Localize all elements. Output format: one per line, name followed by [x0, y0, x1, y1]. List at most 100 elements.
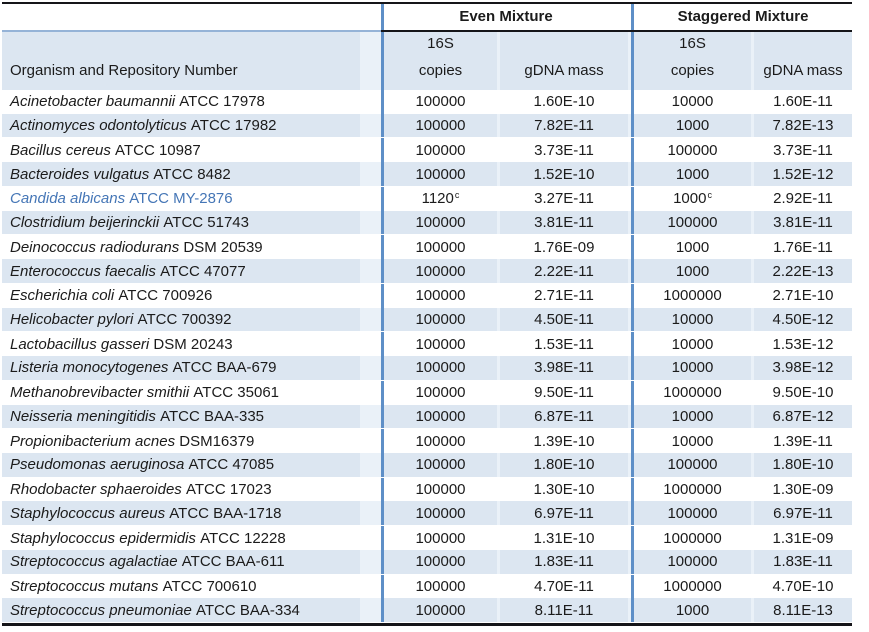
staggered-16s-copies-value: 1000000 [663, 287, 722, 305]
repository-number: ATCC BAA-611 [177, 553, 285, 571]
organism-cell: Rhodobacter sphaeroides ATCC 17023 [2, 478, 360, 502]
column-gap [360, 210, 381, 235]
even-16s-copies-value: 100000 [415, 141, 466, 159]
even-16s-copies-value: 100000 [415, 93, 466, 111]
organism-cell: Methanobrevibacter smithii ATCC 35061 [2, 381, 360, 405]
repository-number: DSM 20539 [179, 238, 263, 256]
staggered-gdna-mass-value: 2.92E-11 [773, 190, 833, 208]
staggered-16s-copies-value: 1000000 [663, 384, 722, 402]
table-row: Deinococcus radiodurans DSM 20539 100000… [2, 235, 852, 260]
even-gdna-mass-value: 2.71E-11 [534, 287, 594, 305]
even-gdna-mass-value: 1.83E-11 [500, 549, 628, 574]
staggered-gdna-mass-value: 2.22E-13 [754, 259, 852, 283]
table-row: Lactobacillus gasseri DSM 20243 100000 1… [2, 332, 852, 357]
organism-name: Streptococcus pneumoniae [10, 601, 192, 619]
section-divider-line [381, 429, 384, 454]
staggered-16s-copies-value: 10000 [671, 93, 714, 111]
staggered-gdna-mass-value: 1.53E-12 [772, 335, 834, 353]
column-gap [751, 307, 754, 332]
mixture-composition-table: Even Mixture Staggered Mixture 16S 16S [2, 2, 852, 626]
section-divider-line [631, 138, 634, 163]
column-gap [360, 501, 381, 526]
staggered-gdna-mass-value: 3.98E-12 [754, 356, 852, 380]
even-16s-copies-value: 100000 [384, 404, 497, 429]
column-gap [360, 526, 381, 550]
column-gap [751, 404, 754, 429]
organism-cell: Bacteroides vulgatus ATCC 8482 [2, 162, 360, 186]
even-16s-copies-value: 100000 [415, 238, 466, 256]
column-gap [497, 598, 500, 623]
column-gap [360, 307, 381, 332]
organism-column-header: Organism and Repository Number [2, 56, 360, 90]
organism-cell: Streptococcus mutans ATCC 700610 [2, 575, 360, 599]
repository-number: ATCC MY-2876 [125, 190, 233, 208]
repository-number: ATCC BAA-679 [168, 359, 277, 377]
column-gap [360, 284, 381, 308]
even-16s-copies-value: 100000 [415, 432, 466, 450]
section-divider-line [631, 332, 634, 357]
column-gap [360, 332, 381, 356]
organism-name: Listeria monocytogenes [10, 359, 169, 377]
repository-number: ATCC 51743 [159, 214, 249, 232]
section-divider-line [381, 501, 384, 526]
section-divider-line [381, 307, 384, 332]
section-divider-line [381, 477, 384, 502]
staggered-gdna-mass-value: 3.81E-11 [754, 210, 852, 235]
column-gap [360, 162, 381, 186]
section-divider-line [631, 501, 634, 526]
section-divider-line [381, 598, 384, 623]
table-row: Rhodobacter sphaeroides ATCC 17023 10000… [2, 477, 852, 502]
staggered-gdna-mass-value: 8.11E-13 [754, 598, 852, 623]
staggered-16s-copies-value: 1000 [634, 598, 751, 623]
column-gap [628, 259, 631, 283]
column-gap [360, 138, 381, 162]
even-16s-copies-value: 1120 c [421, 189, 460, 208]
table-row: Bacteroides vulgatus ATCC 8482 100000 1.… [2, 162, 852, 187]
section-divider-line [631, 549, 634, 574]
even-gdna-mass-value: 2.22E-11 [500, 259, 628, 283]
repository-number: ATCC 17023 [181, 481, 272, 499]
section-divider-line [631, 356, 634, 380]
even-mixture-header: Even Mixture [459, 8, 553, 25]
staggered-16s-copies-value: 1000 c [673, 189, 712, 208]
even-16s-copies-value: 100000 [415, 578, 466, 596]
column-gap [628, 356, 631, 380]
column-gap [497, 453, 500, 477]
table-row: Propionibacterium acnes DSM16379 100000 … [2, 429, 852, 454]
staggered-16s-copies-value: 1000 [634, 113, 751, 138]
section-divider-line [381, 259, 384, 283]
organism-name: Actinomyces odontolyticus [10, 117, 187, 135]
organism-cell: Neisseria meningitidis ATCC BAA-335 [2, 404, 360, 429]
even-16s-copies-value: 100000 [415, 335, 466, 353]
organism-name: Clostridium beijerinckii [10, 214, 160, 232]
repository-number: ATCC 12228 [195, 529, 286, 547]
column-gap [360, 356, 381, 380]
even-gdna-mass-value: 3.98E-11 [500, 356, 628, 380]
table-row: Bacillus cereus ATCC 10987 100000 3.73E-… [2, 138, 852, 163]
staggered-16s-copies-value: 1000 [634, 259, 751, 283]
table-row: Enterococcus faecalis ATCC 47077 100000 … [2, 259, 852, 284]
staggered-gdna-mass-value: 3.73E-11 [773, 141, 833, 159]
organism-name: Pseudomonas aeruginosa [10, 456, 185, 474]
column-gap [628, 501, 631, 526]
staggered-gdna-mass-value: 9.50E-10 [772, 384, 834, 402]
even-gdna-mass-value: 1.53E-11 [534, 335, 594, 353]
table-bottom-border [2, 623, 852, 626]
table-top-border [2, 2, 852, 4]
underline-black-segment [381, 30, 852, 32]
section-divider-line [631, 210, 634, 235]
repository-number: ATCC 700926 [114, 287, 213, 305]
even-16s-copies-value: 100000 [384, 162, 497, 186]
table-row: Clostridium beijerinckii ATCC 51743 1000… [2, 210, 852, 236]
table-row: Streptococcus agalactiae ATCC BAA-611 10… [2, 549, 852, 575]
column-gap [751, 259, 754, 283]
even-16s-copies-value: 100000 [384, 307, 497, 332]
table-body: Acinetobacter baumannii ATCC 17978 10000… [2, 90, 852, 624]
organism-cell: Listeria monocytogenes ATCC BAA-679 [2, 356, 360, 380]
staggered-gdna-mass-value: 1.30E-09 [772, 481, 834, 499]
staggered-16s-copies-value: 1000000 [663, 481, 722, 499]
organism-name: Streptococcus mutans [10, 578, 159, 596]
organism-name: Lactobacillus gasseri [10, 335, 150, 353]
column-gap [628, 549, 631, 574]
